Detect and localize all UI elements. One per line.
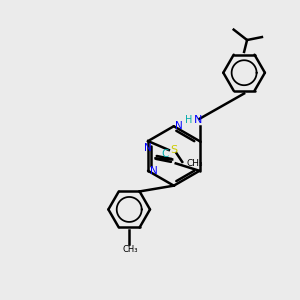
Text: N: N — [149, 166, 157, 176]
Text: N: N — [175, 121, 183, 131]
Text: C: C — [161, 149, 168, 159]
Text: S: S — [170, 145, 178, 155]
Text: H: H — [185, 115, 193, 125]
Text: N: N — [144, 143, 152, 153]
Text: CH₃: CH₃ — [187, 159, 203, 168]
Text: N: N — [194, 115, 202, 125]
Text: CH₃: CH₃ — [122, 245, 137, 254]
